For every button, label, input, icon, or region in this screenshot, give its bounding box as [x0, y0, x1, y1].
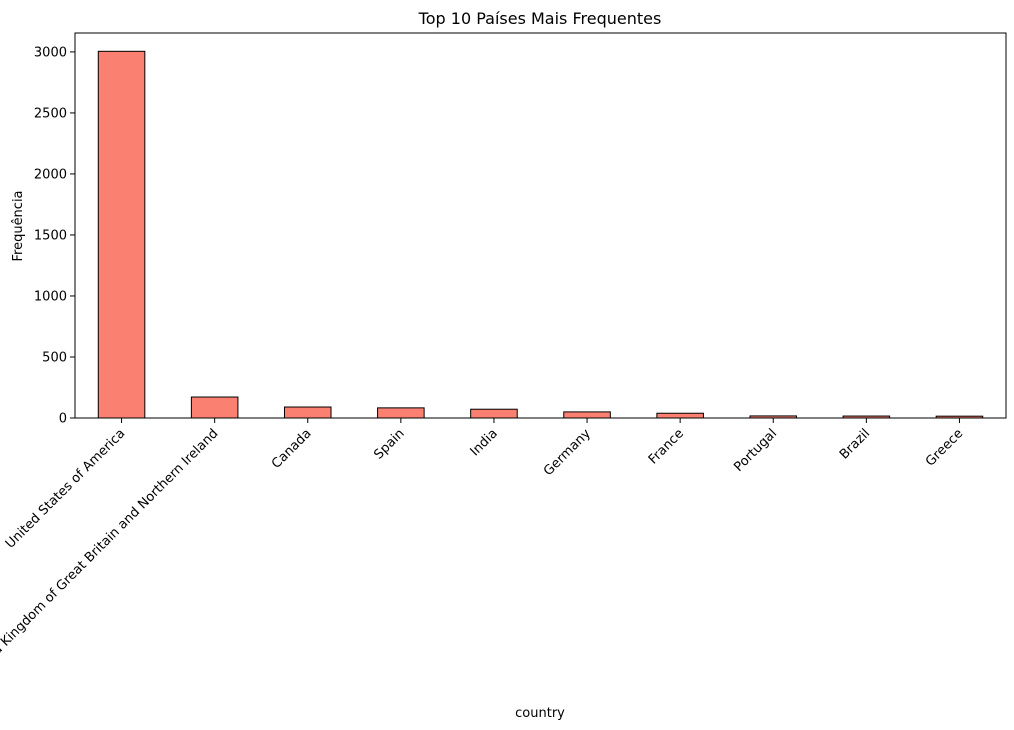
x-tick-label: France: [646, 426, 687, 467]
y-tick-label: 1500: [34, 228, 67, 243]
y-tick-label: 1000: [34, 289, 67, 304]
y-tick-label: 2000: [34, 167, 67, 182]
chart-title: Top 10 Países Mais Frequentes: [418, 9, 662, 28]
x-tick-label: Brazil: [837, 426, 873, 462]
y-tick-label: 2500: [34, 106, 67, 121]
x-tick-label: United Kingdom of Great Britain and Nort…: [0, 426, 221, 683]
x-tick-label: Greece: [923, 426, 966, 469]
x-tick-label: Portugal: [731, 426, 780, 475]
bar-india: [470, 408, 518, 419]
x-tick-label: Spain: [371, 426, 407, 462]
bar-united-states-of-america: [97, 50, 146, 419]
bar-france: [656, 412, 704, 419]
bar-germany: [563, 411, 611, 419]
x-tick-label: Canada: [269, 426, 315, 472]
bar-united-kingdom-of-great-britain-and-northern-ireland: [190, 396, 239, 419]
bar-spain: [377, 407, 425, 419]
x-axis-label: country: [515, 706, 565, 721]
x-tick-label: Germany: [541, 426, 594, 479]
y-tick-label: 3000: [34, 45, 67, 60]
plot-frame: [74, 32, 1007, 419]
bar-canada: [283, 406, 332, 419]
y-axis: 0 500 1000 1500 2000 2500 3000: [34, 45, 75, 427]
y-axis-label: Frequência: [11, 190, 26, 261]
x-tick-label: India: [468, 426, 501, 459]
y-tick-label: 500: [42, 350, 67, 365]
y-tick-label: 0: [59, 412, 67, 427]
bars-group: [97, 50, 984, 419]
